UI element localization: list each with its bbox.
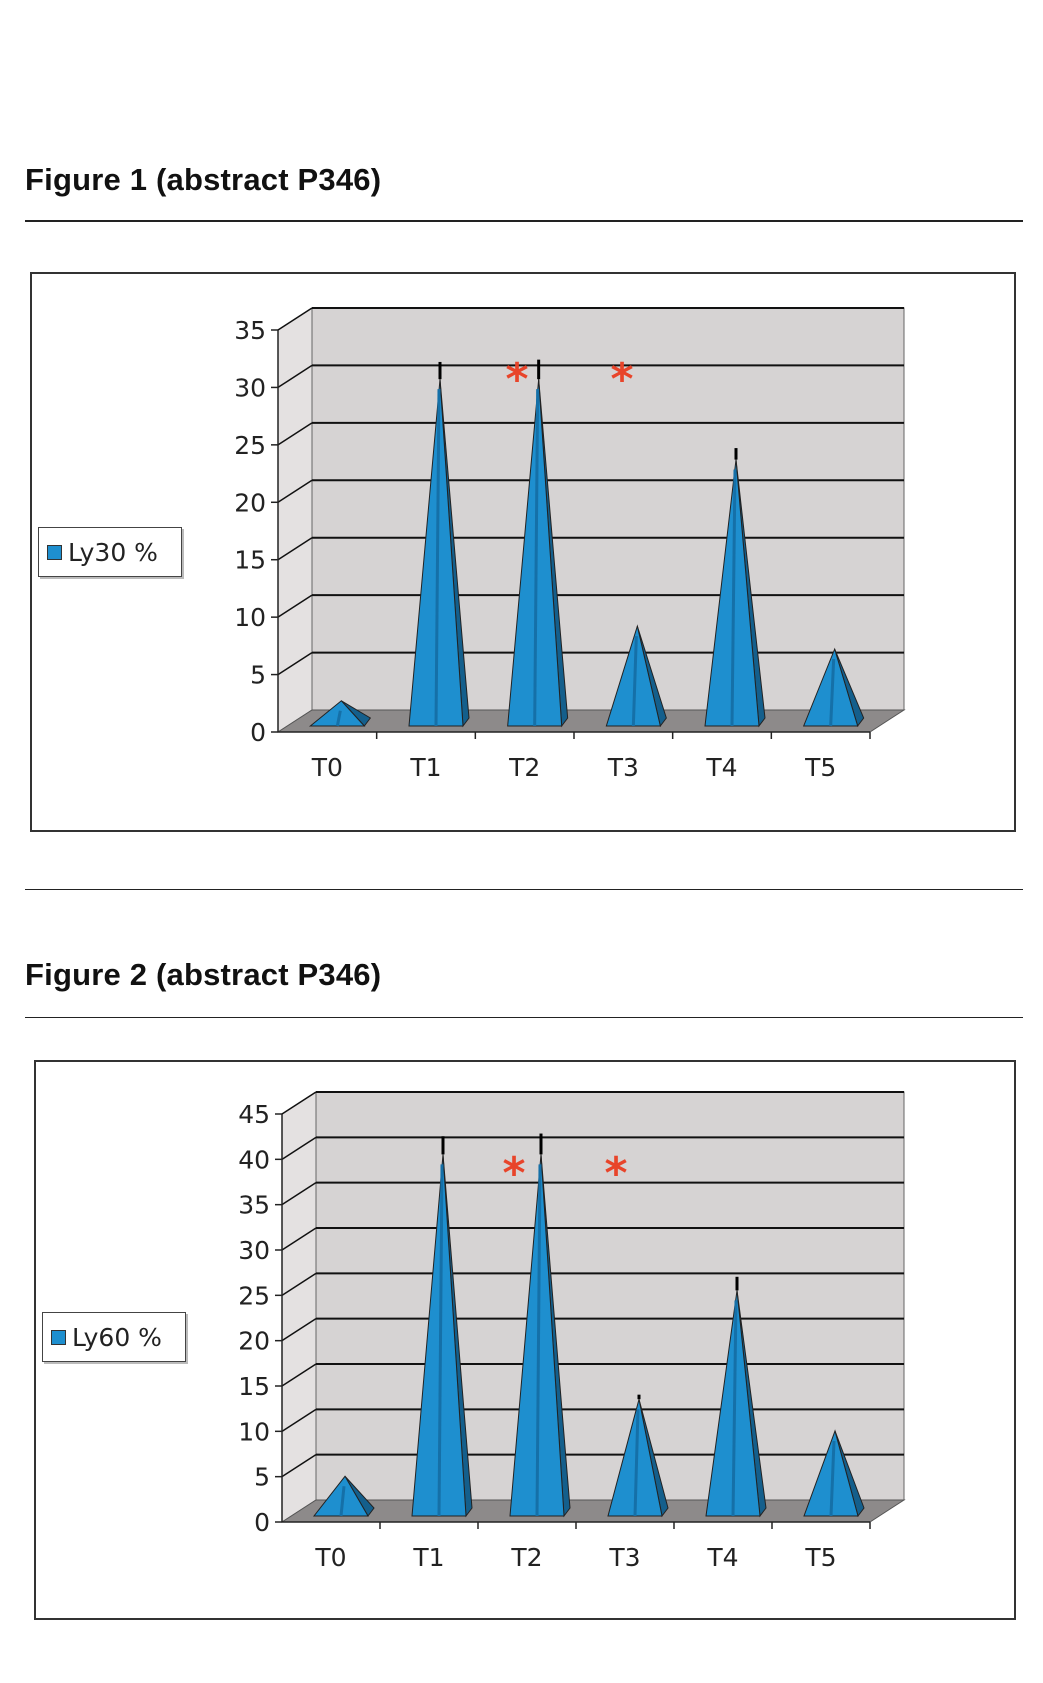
bar-T5	[803, 1429, 865, 1518]
figure-2-heading: Figure 2 (abstract P346)	[25, 957, 382, 992]
figure-1-heading: Figure 1 (abstract P346)	[25, 162, 382, 197]
significance-star: *	[502, 1148, 525, 1199]
significance-star: *	[610, 354, 633, 405]
bar-T3	[605, 624, 667, 728]
bar-edge	[339, 1486, 346, 1517]
bar-edge	[434, 389, 441, 727]
gridline-side	[281, 1408, 317, 1432]
gridline-side	[277, 307, 313, 331]
gridline-side	[281, 1454, 317, 1478]
bar-edge	[829, 1440, 836, 1517]
bar-edge	[533, 389, 540, 727]
y-tick-label: 10	[234, 603, 266, 632]
y-tick-label: 20	[234, 488, 266, 517]
y-tick-label: 0	[254, 1508, 270, 1537]
bar-T0	[312, 1475, 375, 1517]
y-tick-label: 30	[238, 1236, 270, 1265]
bar-T0	[308, 700, 372, 727]
gridline-side	[281, 1091, 317, 1115]
y-tick-label: 45	[238, 1100, 270, 1129]
figure-2-legend: Ly60 %	[42, 1312, 186, 1362]
figure-1-chart: 0 5 10 15 20 25 30 35 T0 T1 T2 T3 T4 T5 * *	[234, 307, 906, 782]
chart-side-wall	[277, 307, 313, 733]
x-tick-label: T2	[510, 1543, 542, 1572]
y-tick-label: 20	[238, 1327, 270, 1356]
section-divider	[25, 889, 1023, 890]
x-tick-label: T1	[412, 1543, 444, 1572]
gridline-side	[281, 1227, 317, 1251]
y-tick-label: 35	[234, 316, 266, 345]
bar-edge	[335, 710, 342, 727]
y-tick-label: 5	[250, 661, 266, 690]
x-tick-label: T4	[706, 1543, 738, 1572]
bar-T3	[607, 1399, 669, 1518]
y-tick-label: 30	[234, 373, 266, 402]
figure-2-chart: 0 5 10 15 20 25 30 35 40 45 T0 T1 T2 T3 T4 T5 * *	[238, 1091, 906, 1572]
y-tick-label: 0	[250, 718, 266, 747]
y-tick-label: 10	[238, 1417, 270, 1446]
bar-T4	[705, 1290, 767, 1518]
gridline-side	[281, 1272, 317, 1296]
gridline-side	[277, 422, 313, 446]
bar-edge	[437, 1164, 444, 1517]
gridline-side	[277, 479, 313, 503]
bar-edge	[631, 636, 638, 727]
x-tick-label: T4	[705, 753, 737, 782]
bar-edge	[730, 469, 737, 727]
significance-star: *	[505, 354, 528, 405]
bar-edge	[633, 1409, 640, 1517]
legend-swatch	[47, 544, 62, 560]
bar-edge	[731, 1300, 738, 1517]
y-tick-label: 40	[238, 1145, 270, 1174]
y-tick-label: 5	[254, 1463, 270, 1492]
x-tick-label: T0	[311, 753, 343, 782]
bar-T4	[704, 459, 766, 728]
x-tick-label: T3	[608, 1543, 640, 1572]
figure-1-chart-frame: 0 5 10 15 20 25 30 35 T0 T1 T2 T3 T4 T5 * * Ly30 %	[30, 272, 1016, 832]
x-tick-label: T2	[508, 753, 540, 782]
figure-1-legend: Ly30 %	[38, 527, 182, 577]
gridline-side	[281, 1363, 317, 1387]
gridline-side	[281, 1136, 317, 1160]
y-tick-label: 25	[234, 431, 266, 460]
gridline-side	[277, 594, 313, 618]
x-tick-label: T5	[804, 753, 836, 782]
gridline-side	[281, 1182, 317, 1206]
y-tick-label: 15	[234, 546, 266, 575]
significance-star: *	[604, 1148, 627, 1199]
bar-T2	[507, 379, 569, 728]
x-tick-label: T1	[409, 753, 441, 782]
figure-1-rule	[25, 220, 1023, 222]
bar-T1	[408, 379, 470, 728]
x-tick-label: T3	[607, 753, 639, 782]
y-tick-label: 25	[238, 1281, 270, 1310]
bar-T1	[411, 1154, 473, 1518]
bar-T5	[802, 647, 865, 728]
y-tick-label: 15	[238, 1372, 270, 1401]
bar-edge	[829, 659, 836, 727]
bar-T2	[509, 1154, 571, 1518]
figure-2-chart-frame: 0 5 10 15 20 25 30 35 40 45 T0 T1 T2 T3 T4 T5 * * Ly60 %	[34, 1060, 1016, 1620]
legend-swatch	[51, 1329, 66, 1345]
gridline-side	[277, 537, 313, 561]
y-tick-label: 35	[238, 1191, 270, 1220]
gridline-side	[277, 651, 313, 676]
figure-2-rule	[25, 1017, 1023, 1018]
gridline-side	[281, 1318, 317, 1342]
legend-label: Ly60 %	[72, 1322, 162, 1352]
gridline-side	[277, 364, 313, 389]
bar-edge	[535, 1164, 542, 1517]
x-tick-label: T0	[314, 1543, 346, 1572]
chart-back-wall	[311, 307, 905, 711]
legend-label: Ly30 %	[68, 537, 158, 567]
x-tick-label: T5	[804, 1543, 836, 1572]
